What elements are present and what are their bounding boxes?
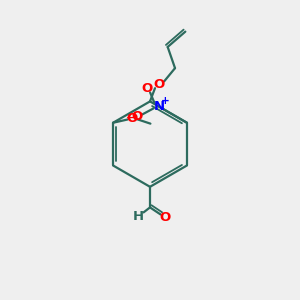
Text: N: N: [153, 100, 164, 113]
Text: O: O: [160, 211, 171, 224]
Text: O: O: [153, 78, 164, 91]
Text: O: O: [131, 110, 142, 123]
Text: O: O: [141, 82, 152, 95]
Text: +: +: [161, 96, 170, 106]
Text: H: H: [133, 210, 144, 223]
Text: −: −: [125, 113, 135, 123]
Text: O: O: [127, 112, 138, 125]
